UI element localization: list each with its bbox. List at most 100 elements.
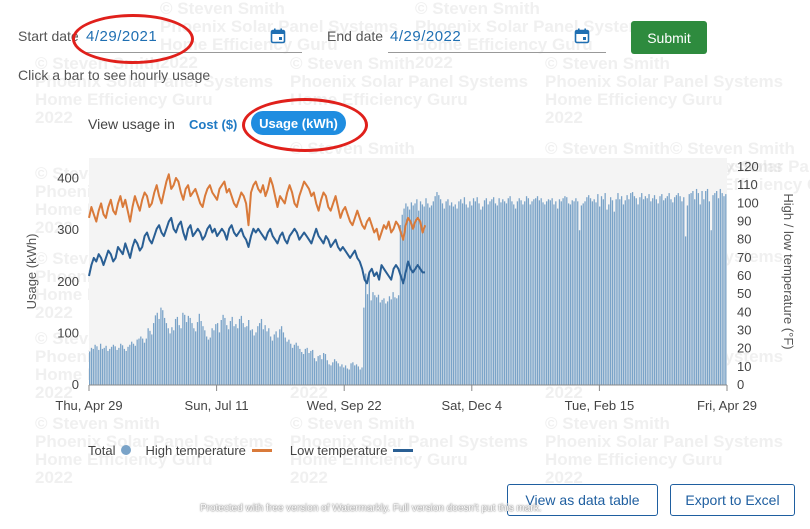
- usage-bar[interactable]: [220, 320, 222, 385]
- usage-bar[interactable]: [482, 206, 484, 386]
- usage-bar[interactable]: [701, 191, 703, 385]
- usage-bar[interactable]: [370, 300, 372, 385]
- usage-bar[interactable]: [121, 345, 124, 385]
- usage-bar[interactable]: [275, 331, 277, 385]
- usage-bar[interactable]: [92, 348, 94, 385]
- usage-bar[interactable]: [98, 349, 100, 385]
- usage-bar[interactable]: [319, 355, 321, 385]
- usage-bar[interactable]: [160, 307, 162, 385]
- usage-bar[interactable]: [152, 323, 155, 385]
- usage-bar[interactable]: [218, 332, 221, 385]
- usage-bar[interactable]: [547, 199, 550, 385]
- usage-bar[interactable]: [145, 338, 147, 385]
- usage-bar[interactable]: [304, 348, 306, 385]
- usage-bar[interactable]: [686, 205, 689, 385]
- usage-bar[interactable]: [127, 346, 129, 385]
- usage-bar[interactable]: [302, 354, 305, 385]
- usage-bar[interactable]: [432, 201, 434, 385]
- usage-bar[interactable]: [244, 327, 246, 385]
- usage-bar[interactable]: [602, 199, 604, 385]
- usage-bar[interactable]: [430, 205, 433, 385]
- usage-bar[interactable]: [469, 201, 471, 385]
- usage-bar[interactable]: [405, 203, 407, 385]
- usage-bar[interactable]: [226, 325, 228, 385]
- usage-bar[interactable]: [657, 203, 659, 385]
- usage-bar[interactable]: [725, 194, 727, 385]
- usage-bar[interactable]: [538, 200, 540, 385]
- usage-bar[interactable]: [533, 199, 535, 385]
- usage-bar[interactable]: [542, 202, 544, 385]
- usage-bar[interactable]: [147, 328, 149, 385]
- usage-bar[interactable]: [710, 230, 712, 385]
- usage-bar[interactable]: [257, 326, 259, 385]
- usage-bar[interactable]: [719, 188, 721, 385]
- usage-bar[interactable]: [180, 328, 182, 385]
- usage-bar[interactable]: [379, 302, 381, 385]
- usage-bar[interactable]: [286, 341, 288, 385]
- usage-bar[interactable]: [154, 315, 157, 385]
- usage-bar[interactable]: [498, 198, 500, 385]
- usage-bar[interactable]: [200, 321, 202, 385]
- usage-bar[interactable]: [315, 361, 317, 385]
- usage-bar[interactable]: [606, 209, 608, 385]
- usage-bar[interactable]: [251, 329, 253, 385]
- usage-bar[interactable]: [397, 295, 400, 385]
- usage-bar[interactable]: [569, 204, 572, 385]
- usage-bar[interactable]: [591, 201, 593, 385]
- usage-bar[interactable]: [269, 336, 272, 386]
- usage-bar[interactable]: [171, 327, 173, 385]
- usage-bar[interactable]: [536, 196, 539, 385]
- usage-bar[interactable]: [471, 205, 473, 385]
- usage-bar[interactable]: [253, 335, 255, 385]
- usage-bar[interactable]: [653, 195, 656, 385]
- usage-bar[interactable]: [120, 343, 122, 385]
- usage-bar[interactable]: [103, 347, 105, 385]
- usage-bar[interactable]: [191, 323, 193, 385]
- usage-bar[interactable]: [467, 207, 469, 385]
- end-date-value[interactable]: 4/29/2022: [390, 28, 462, 45]
- usage-bar[interactable]: [416, 199, 418, 385]
- usage-bar[interactable]: [184, 314, 186, 385]
- usage-bar[interactable]: [403, 208, 405, 385]
- usage-bar[interactable]: [493, 197, 495, 385]
- usage-bar[interactable]: [604, 193, 606, 385]
- usage-bar[interactable]: [692, 191, 694, 385]
- usage-bar[interactable]: [114, 346, 116, 385]
- usage-bar[interactable]: [705, 191, 707, 385]
- usage-bar[interactable]: [394, 297, 396, 385]
- usage-bar[interactable]: [456, 208, 458, 385]
- usage-bar[interactable]: [271, 340, 274, 385]
- usage-bar[interactable]: [204, 330, 206, 385]
- usage-bar[interactable]: [717, 198, 720, 385]
- usage-bar[interactable]: [279, 329, 281, 385]
- usage-bar[interactable]: [162, 310, 164, 385]
- usage-bar[interactable]: [697, 193, 700, 385]
- usage-bar[interactable]: [330, 365, 332, 385]
- usage-bar[interactable]: [644, 196, 647, 385]
- usage-bar[interactable]: [721, 193, 723, 385]
- usage-bar[interactable]: [695, 188, 698, 385]
- usage-bar[interactable]: [478, 203, 480, 385]
- usage-bar[interactable]: [487, 204, 489, 385]
- usage-bar[interactable]: [476, 197, 478, 385]
- usage-bar[interactable]: [297, 345, 299, 385]
- usage-bar[interactable]: [348, 369, 350, 385]
- usage-bar[interactable]: [363, 307, 365, 385]
- usage-bar[interactable]: [410, 202, 413, 385]
- usage-bar[interactable]: [703, 199, 705, 385]
- usage-bar[interactable]: [436, 192, 438, 385]
- usage-bar[interactable]: [531, 201, 533, 385]
- usage-bar[interactable]: [94, 344, 96, 385]
- usage-bar[interactable]: [454, 204, 456, 385]
- usage-bar[interactable]: [337, 363, 339, 385]
- usage-bar[interactable]: [631, 192, 634, 385]
- usage-bar[interactable]: [461, 203, 464, 385]
- usage-bar[interactable]: [675, 195, 678, 385]
- usage-bar[interactable]: [474, 201, 476, 385]
- usage-bar[interactable]: [600, 196, 603, 385]
- usage-bar[interactable]: [136, 339, 138, 385]
- usage-bar[interactable]: [178, 325, 180, 385]
- usage-bar[interactable]: [182, 312, 184, 385]
- usage-bar[interactable]: [445, 201, 447, 385]
- usage-bar[interactable]: [374, 295, 376, 385]
